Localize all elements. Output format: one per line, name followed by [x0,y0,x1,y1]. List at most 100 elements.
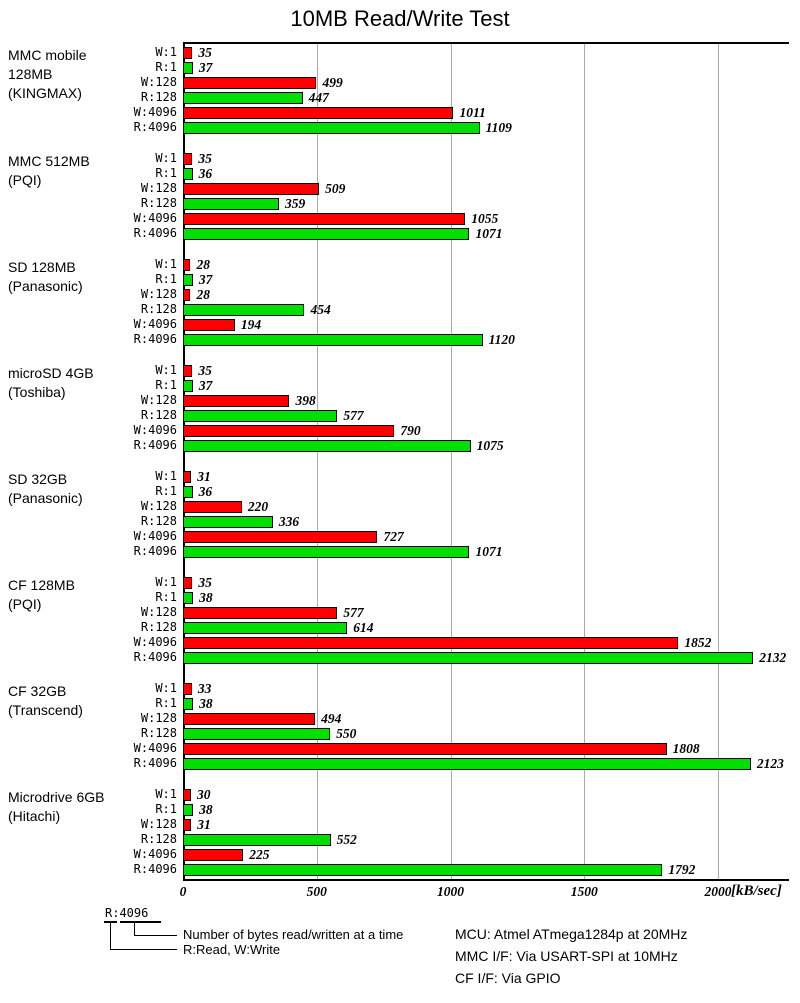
legend-note-bytes: Number of bytes read/written at a time [183,927,404,942]
bar-group-6: CF 32GB (Transcend) W:1 33 R:1 38 W:128 494 R:1… [0,681,800,771]
bar-row: R:1 36 [0,166,800,181]
bar-tick-label: W:128 [140,393,177,407]
bar-group-0: MMC mobile 128MB (KINGMAX) W:1 35 R:1 37 W:12… [0,45,800,135]
bar-write [183,394,290,407]
bar-write [183,576,193,589]
bar-read [183,197,280,210]
bar-read [183,757,751,770]
bar-tick-label: R:128 [140,408,177,422]
bar-value-label: 28 [196,287,210,302]
bar-read [183,545,470,558]
bar-read [183,833,331,846]
bar-write [183,500,242,513]
group-label: microSD 4GB (Toshiba) [8,365,94,400]
bar-value-label: 790 [400,423,421,438]
bar-value-label: 577 [343,605,364,620]
bar-tick-label: R:4096 [133,438,177,452]
bar-track: 1055 [183,211,800,226]
bar-row: R:4096 1120 [0,332,800,347]
bar-track: 447 [183,90,800,105]
bar-row: W:1 30 [0,787,800,802]
bar-value-label: 35 [198,575,212,590]
bar-row: W:1 35 [0,45,800,60]
bar-tick-label: R:128 [140,90,177,104]
bar-track: 36 [183,484,800,499]
bar-row: W:4096 225 [0,847,800,862]
bar-tick-label: W:1 [155,575,177,589]
bar-tick-label: R:4096 [133,120,177,134]
bar-write [183,848,244,861]
bar-tick-label: W:1 [155,257,177,271]
legend-leader-bytes [134,922,177,936]
bar-value-label: 33 [197,681,212,696]
bar-tick-label: W:4096 [133,741,177,755]
bar-row: R:4096 1109 [0,120,800,135]
bar-track: 31 [183,469,800,484]
bar-group-7: Microdrive 6GB (Hitachi) W:1 30 R:1 38 W:128 3… [0,787,800,877]
bar-tick-label: W:128 [140,605,177,619]
footnote-cf-if: CF I/F: Via GPIO [455,970,561,986]
bar-track: 1792 [183,862,800,877]
bar-tick-label: W:128 [140,287,177,301]
bar-track: 552 [183,832,800,847]
footnote-mmc-if: MMC I/F: Via USART-SPI at 10MHz [455,948,678,964]
bar-write [183,424,395,437]
bar-track: 33 [183,681,800,696]
legend-note-rw: R:Read, W:Write [183,942,281,957]
y-axis-line [183,42,185,881]
bar-track: 1011 [183,105,800,120]
bar-track: 1075 [183,438,800,453]
plot-area: MMC mobile 128MB (KINGMAX) W:1 35 R:1 37 W:12… [0,45,800,893]
bar-group-4: SD 32GB (Panasonic) W:1 31 R:1 36 W:128 220 R:1… [0,469,800,559]
bar-write [183,288,191,301]
bar-track: 727 [183,529,800,544]
bar-value-label: 614 [353,620,374,635]
bar-value-label: 35 [198,363,212,378]
bar-row: W:4096 790 [0,423,800,438]
bar-row: R:1 38 [0,590,800,605]
bar-write [183,636,679,649]
bar-value-label: 509 [325,181,346,196]
bar-value-label: 447 [308,90,329,105]
bar-track: 28 [183,257,800,272]
bar-group-5: CF 128MB (PQI) W:1 35 R:1 38 W:128 577 R:128 614… [0,575,800,665]
bar-track: 38 [183,590,800,605]
bar-tick-label: R:128 [140,832,177,846]
bar-tick-label: W:128 [140,75,177,89]
bar-tick-label: W:128 [140,711,177,725]
bar-row: W:128 499 [0,75,800,90]
bar-row: W:4096 194 [0,317,800,332]
bar-tick-label: R:128 [140,620,177,634]
bar-row: R:4096 2132 [0,650,800,665]
bar-row: W:128 509 [0,181,800,196]
bar-value-label: 35 [198,151,212,166]
bar-tick-label: W:128 [140,817,177,831]
bar-tick-label: R:1 [155,166,177,180]
bar-track: 37 [183,378,800,393]
bar-track: 28 [183,287,800,302]
bar-track: 509 [183,181,800,196]
bar-row: R:1 36 [0,484,800,499]
bar-read [183,515,273,528]
bar-tick-label: R:1 [155,802,177,816]
bar-value-label: 28 [196,257,210,272]
bar-tick-label: W:128 [140,499,177,513]
group-label: Microdrive 6GB (Hitachi) [8,789,105,824]
bar-value-label: 454 [310,302,331,317]
bar-row: R:1 38 [0,802,800,817]
bar-write [183,530,378,543]
bar-track: 225 [183,847,800,862]
group-label: SD 32GB (Panasonic) [8,471,83,506]
bar-value-label: 38 [199,696,213,711]
bar-write [183,712,316,725]
bar-write [183,606,338,619]
bar-value-label: 30 [197,787,211,802]
bar-tick-label: W:4096 [133,317,177,331]
bar-tick-label: R:1 [155,590,177,604]
bar-row: R:4096 2123 [0,756,800,771]
bar-read [183,621,348,634]
bar-value-label: 220 [247,499,269,514]
bar-tick-label: W:128 [140,181,177,195]
bar-write [183,46,193,59]
